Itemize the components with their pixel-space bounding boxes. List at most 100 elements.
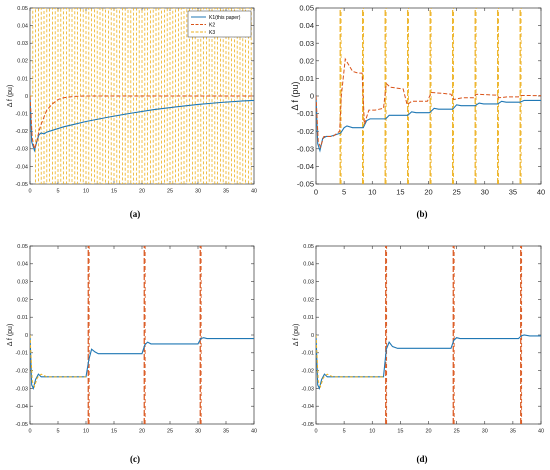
plot-area	[29, 245, 255, 425]
x-tick-label: 20	[139, 189, 145, 195]
x-tick-label: 25	[167, 429, 173, 435]
series-group	[316, 8, 541, 184]
y-axis-label: Δ f (pu)	[7, 324, 14, 347]
y-tick-label: 0	[310, 92, 314, 101]
y-tick-label: 0.03	[17, 41, 28, 47]
panel-caption: (b)	[417, 209, 428, 219]
x-tick-label: 0	[314, 188, 318, 197]
y-tick-label: 0.01	[299, 74, 314, 83]
legend: K1(this paper)K2 K3	[187, 10, 252, 38]
y-axis-label: Δ f (pu)	[290, 81, 300, 110]
y-tick-label: -0.02	[297, 127, 314, 136]
x-tick-label: 10	[83, 429, 89, 435]
y-tick-label: 0.02	[17, 297, 28, 303]
y-tick-label: -0.01	[15, 112, 28, 118]
y-tick-label: -0.03	[15, 386, 28, 392]
y-tick-label: 0.04	[303, 262, 314, 268]
x-tick-label: 20	[139, 429, 145, 435]
series-line-k3	[316, 334, 384, 389]
y-tick-label: -0.02	[15, 129, 28, 135]
x-tick-label: 30	[195, 189, 201, 195]
x-tick-label: 25	[452, 188, 460, 197]
y-tick-label: 0.05	[299, 4, 314, 13]
panel-caption: (a)	[130, 209, 141, 219]
x-tick-label: 30	[195, 429, 201, 435]
y-tick-label: 0	[311, 333, 314, 339]
x-tick-label: 5	[56, 189, 59, 195]
y-tick-label: -0.03	[297, 144, 314, 153]
x-tick-label: 10	[369, 429, 375, 435]
x-tick-label: 0	[314, 429, 317, 435]
legend-entry: K2	[209, 22, 215, 28]
y-tick-label: 0	[25, 333, 28, 339]
y-axis-label: Δ f (pu)	[7, 85, 14, 108]
y-tick-label: 0.02	[299, 56, 314, 65]
x-tick-label: 20	[424, 188, 432, 197]
y-tick-label: 0.05	[303, 244, 314, 250]
y-tick-label: -0.05	[15, 182, 28, 188]
y-tick-label: -0.01	[297, 109, 314, 118]
y-tick-label: 0.04	[17, 24, 28, 30]
series-group	[30, 246, 254, 424]
x-tick-label: 20	[425, 429, 431, 435]
series-group	[316, 246, 541, 424]
y-tick-label: -0.04	[15, 164, 28, 170]
series-line-k1	[316, 334, 541, 391]
x-tick-label: 15	[111, 189, 117, 195]
series-line-k2	[316, 57, 541, 149]
y-tick-label: -0.03	[301, 386, 314, 392]
x-tick-label: 0	[28, 429, 31, 435]
series-group	[30, 8, 254, 184]
series-line-k2	[30, 95, 254, 151]
x-tick-label: 0	[28, 189, 31, 195]
chart-panel-b: 0 5 10 15 20 25 30 35 40 -0.05 -0.04 -0.03 -0.02 -0.0…	[290, 4, 545, 219]
x-tick-label: 30	[482, 429, 488, 435]
legend-entry: K1(this paper)	[209, 15, 241, 21]
series-line-k1	[30, 334, 254, 391]
y-tick-label: 0.02	[17, 59, 28, 65]
x-tick-label: 35	[510, 429, 516, 435]
chart-panel-d: 0 5 10 15 20 25 30 35 40 -0.05 -0.04 -0.03 -0.02 -0.0…	[293, 244, 544, 464]
y-axis-label: Δ f (pu)	[293, 324, 300, 347]
x-tick-label: 25	[454, 429, 460, 435]
y-tick-label: -0.01	[15, 351, 28, 357]
y-tick-label: 0.03	[17, 280, 28, 286]
y-tick-label: -0.05	[297, 180, 314, 189]
y-tick-label: -0.04	[15, 404, 28, 410]
x-tick-label: 35	[223, 429, 229, 435]
y-tick-label: -0.01	[301, 351, 314, 357]
plot-area	[315, 245, 542, 425]
x-tick-label: 15	[397, 429, 403, 435]
y-tick-label: -0.02	[301, 369, 314, 375]
y-tick-label: 0.02	[303, 297, 314, 303]
y-tick-label: 0.01	[17, 315, 28, 321]
y-tick-label: -0.04	[297, 162, 314, 171]
x-tick-label: 40	[251, 429, 257, 435]
x-tick-label: 5	[56, 429, 59, 435]
y-tick-label: 0.05	[17, 244, 28, 250]
legend-entry: K3	[209, 30, 215, 36]
x-tick-label: 15	[111, 429, 117, 435]
x-tick-label: 5	[342, 188, 346, 197]
y-tick-label: -0.03	[15, 147, 28, 153]
y-tick-label: 0.03	[303, 280, 314, 286]
y-tick-label: 0	[25, 94, 28, 100]
chart-panel-a: 0 5 10 15 20 25 30 35 40 -0.05 -0.04 -0.03 -0.02 -0.0…	[7, 6, 257, 219]
y-tick-label: -0.05	[301, 422, 314, 428]
x-tick-label: 35	[509, 188, 517, 197]
y-tick-label: -0.05	[15, 422, 28, 428]
x-tick-label: 15	[396, 188, 404, 197]
y-tick-label: -0.02	[15, 369, 28, 375]
x-tick-label: 35	[223, 189, 229, 195]
y-tick-label: 0.01	[303, 315, 314, 321]
x-tick-label: 40	[538, 429, 544, 435]
x-tick-label: 40	[537, 188, 545, 197]
x-tick-label: 10	[83, 189, 89, 195]
y-tick-label: 0.05	[17, 6, 28, 12]
series-line-k3	[30, 334, 86, 389]
plot-area	[315, 7, 542, 185]
y-tick-label: 0.03	[299, 39, 314, 48]
x-tick-label: 25	[167, 189, 173, 195]
x-tick-label: 5	[343, 429, 346, 435]
